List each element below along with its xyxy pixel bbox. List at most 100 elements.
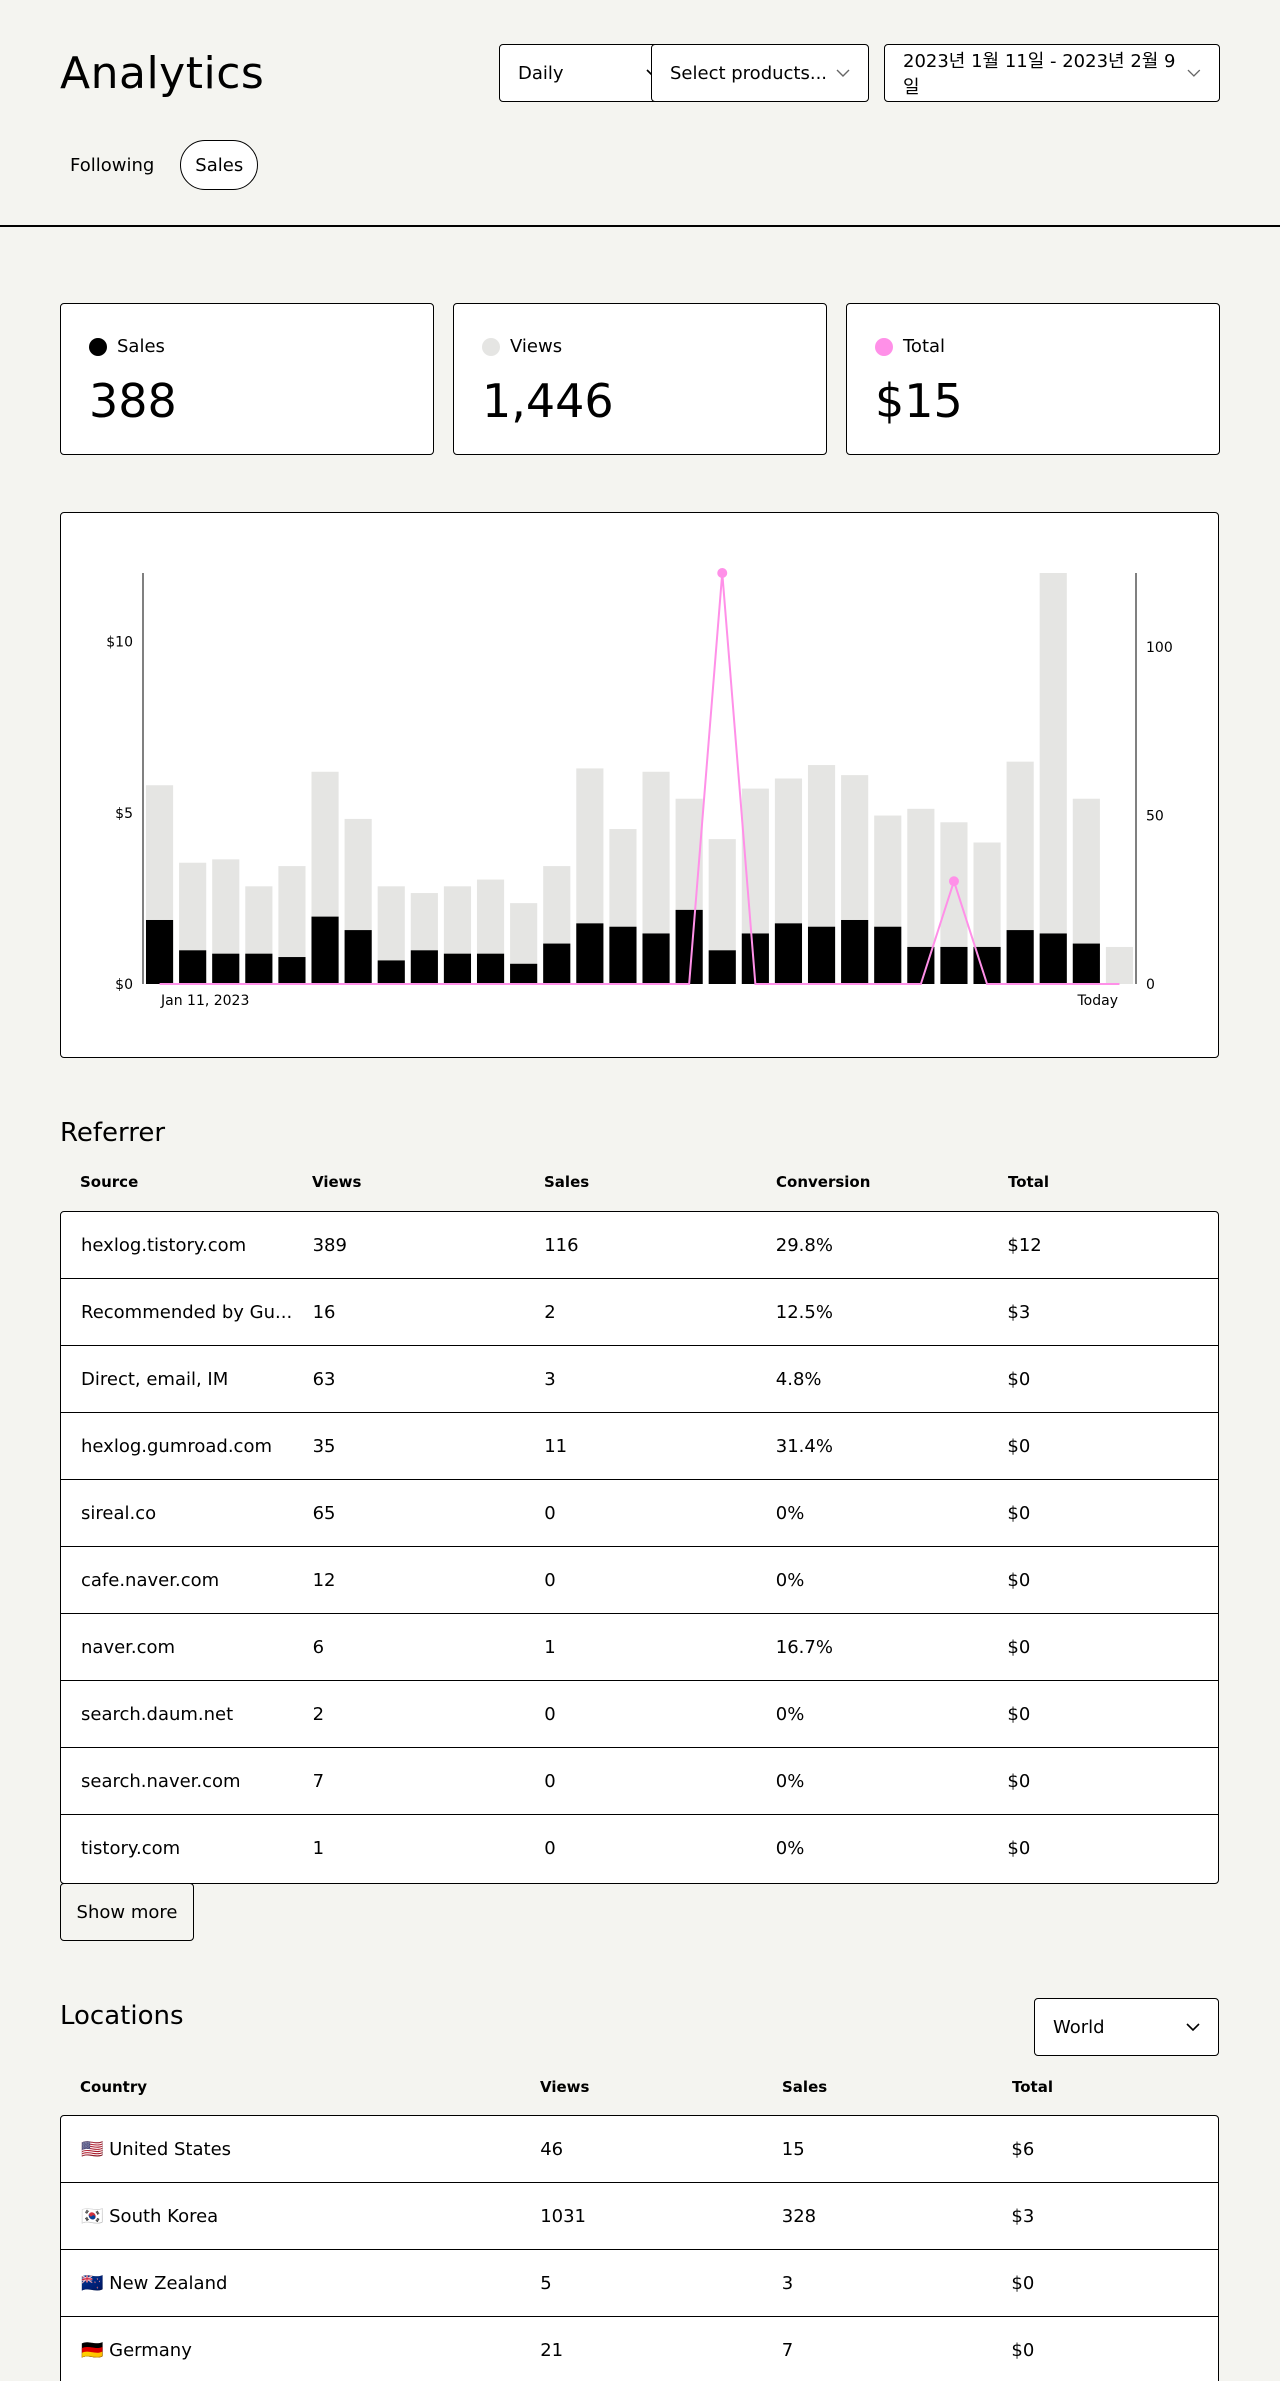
x-start-label: Jan 11, 2023 <box>160 993 249 1009</box>
sales-bar <box>145 919 174 984</box>
table-row: 🇺🇸 United States 46 15 $6 <box>61 2116 1218 2183</box>
cell-source: hexlog.gumroad.com <box>81 1435 272 1457</box>
date-range-value: 2023년 1월 11일 - 2023년 2월 9일 <box>903 51 1176 98</box>
views-legend-dot <box>482 337 500 356</box>
cell-conversion: 0% <box>775 1838 805 1859</box>
cell-total: $0 <box>1007 1838 1031 1859</box>
table-row: Recommended by Gu... 16 2 12.5% $3 <box>61 1279 1218 1346</box>
stat-label: Sales <box>117 336 165 357</box>
date-range-select[interactable]: 2023년 1월 11일 - 2023년 2월 9일 <box>884 44 1220 102</box>
cell-sales: 0 <box>544 1770 556 1792</box>
cell-views: 389 <box>312 1234 347 1256</box>
sales-bar <box>841 919 869 984</box>
total-point <box>948 876 959 887</box>
cell-total: $0 <box>1007 1569 1031 1591</box>
table-row: 🇰🇷 South Korea 1031 328 $3 <box>61 2183 1218 2250</box>
sales-bar <box>708 950 736 984</box>
sales-bar <box>311 916 339 984</box>
cell-sales: 3 <box>781 2272 794 2294</box>
cell-total: $12 <box>1007 1234 1042 1256</box>
stat-label: Views <box>510 336 563 357</box>
cell-total: $0 <box>1011 2272 1035 2294</box>
total-point <box>717 568 728 578</box>
cell-total: $3 <box>1011 2205 1035 2227</box>
stat-card-sales: Sales 388 <box>60 303 434 455</box>
table-row: 🇳🇿 New Zealand 5 3 $0 <box>61 2250 1218 2317</box>
sales-bar <box>1039 933 1067 984</box>
col-views: Views <box>540 2078 590 2096</box>
right-tick-label: 50 <box>1146 809 1164 825</box>
left-tick-label: $10 <box>106 635 133 651</box>
chevron-down-icon <box>1187 69 1201 77</box>
locations-table-header: Country Views Sales Total <box>60 2067 1219 2107</box>
locations-table: 🇺🇸 United States 46 15 $6 🇰🇷 South Korea 1031… <box>60 2115 1219 2381</box>
table-row: sireal.co 65 0 0% $0 <box>61 1480 1218 1547</box>
cell-total: $0 <box>1007 1435 1031 1457</box>
col-total: Total <box>1012 2078 1053 2096</box>
cell-views: 35 <box>312 1435 336 1457</box>
col-sales: Sales <box>782 2078 828 2096</box>
show-more-button[interactable]: Show more <box>60 1883 194 1941</box>
cell-views: 7 <box>312 1770 325 1792</box>
table-row: hexlog.tistory.com 389 116 29.8% $12 <box>61 1212 1218 1279</box>
sales-bar <box>576 923 604 984</box>
col-sales: Sales <box>544 1173 590 1191</box>
cell-sales: 3 <box>544 1368 556 1390</box>
product-select[interactable]: Select products... <box>651 44 869 102</box>
sales-bar <box>510 963 538 984</box>
sales-bar <box>212 953 240 984</box>
right-tick-label: 0 <box>1146 977 1155 993</box>
total-legend-dot <box>875 337 893 356</box>
stat-card-views: Views 1,446 <box>453 303 827 455</box>
cell-views: 12 <box>312 1569 336 1591</box>
table-row: search.daum.net 2 0 0% $0 <box>61 1681 1218 1748</box>
sales-bar <box>807 926 836 984</box>
chart-svg: $0 $5 $10 0 50 100 Jan 11, 2023 Today <box>106 568 1173 1009</box>
cell-sales: 7 <box>781 2340 794 2361</box>
sales-bar <box>179 950 207 984</box>
stat-label: Total <box>903 336 946 357</box>
cell-total: $6 <box>1011 2138 1035 2160</box>
cell-total: $3 <box>1007 1301 1031 1323</box>
cell-sales: 116 <box>544 1234 579 1256</box>
table-row: 🇩🇪 Germany 21 7 $0 <box>61 2317 1218 2381</box>
cell-total: $0 <box>1007 1703 1031 1725</box>
cell-views: 1031 <box>540 2205 586 2227</box>
cell-source: hexlog.tistory.com <box>81 1234 247 1256</box>
cell-sales: 11 <box>544 1435 568 1457</box>
cell-views: 46 <box>540 2138 564 2160</box>
cell-conversion: 29.8% <box>775 1234 833 1256</box>
cell-conversion: 16.7% <box>775 1636 833 1658</box>
cell-sales: 15 <box>781 2138 805 2160</box>
left-tick-label: $5 <box>115 806 133 822</box>
sales-bar <box>344 930 372 984</box>
cell-source: cafe.naver.com <box>81 1569 220 1591</box>
cell-sales: 0 <box>544 1838 556 1859</box>
page-header: Analytics Daily Select products... 2023년… <box>0 0 1280 227</box>
period-select[interactable]: Daily <box>499 44 679 102</box>
sales-bar <box>543 943 571 984</box>
col-country: Country <box>80 2078 148 2096</box>
col-conversion: Conversion <box>776 1173 871 1191</box>
tab-following[interactable]: Following <box>70 154 155 176</box>
cell-views: 6 <box>312 1636 325 1658</box>
sales-bar <box>443 953 472 984</box>
cell-views: 16 <box>312 1301 336 1323</box>
sales-bar <box>874 926 902 984</box>
stat-value: 388 <box>89 374 177 428</box>
page-title: Analytics <box>60 48 265 99</box>
cell-conversion: 12.5% <box>775 1301 833 1323</box>
region-select[interactable]: World <box>1034 1998 1219 2056</box>
total-line <box>159 572 1120 985</box>
sales-bar <box>1006 930 1034 984</box>
cell-sales: 0 <box>544 1502 556 1524</box>
cell-conversion: 0% <box>775 1569 805 1591</box>
cell-conversion: 0% <box>775 1703 805 1725</box>
product-select-value: Select products... <box>670 62 828 84</box>
col-source: Source <box>80 1173 139 1191</box>
cell-conversion: 0% <box>775 1502 805 1524</box>
sales-bar <box>410 950 438 984</box>
cell-views: 65 <box>312 1502 336 1524</box>
views-bar <box>1039 573 1067 984</box>
tab-sales[interactable]: Sales <box>180 140 259 190</box>
